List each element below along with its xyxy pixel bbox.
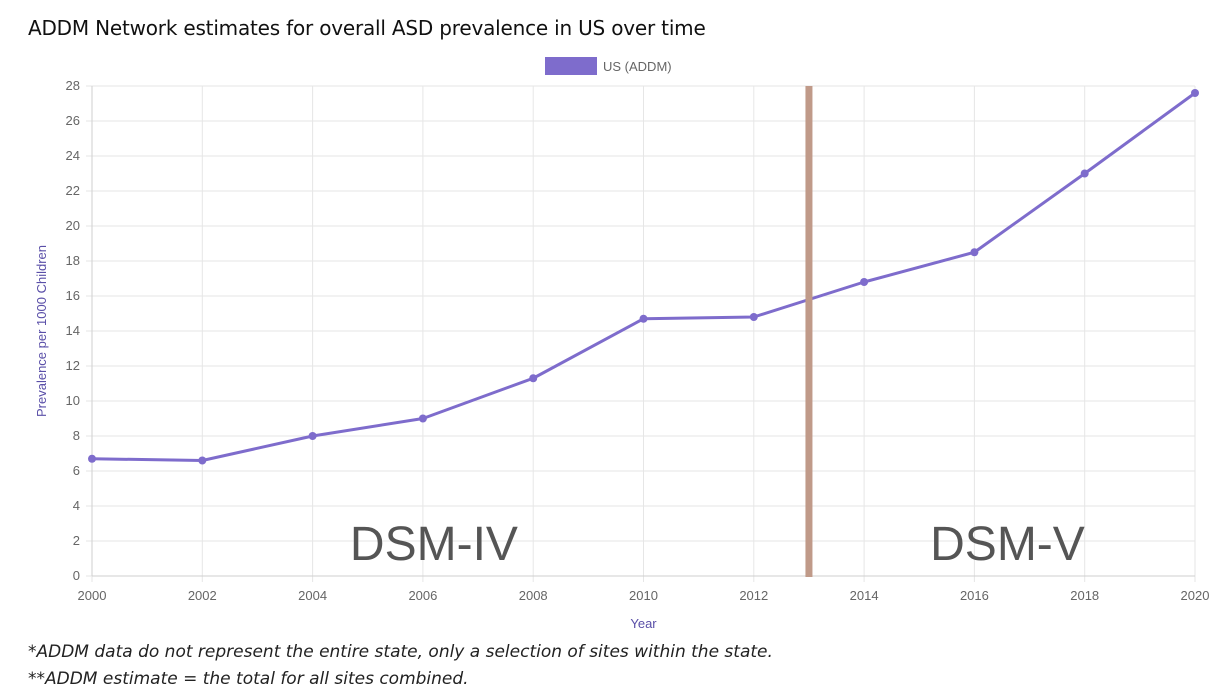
legend-label[interactable]: US (ADDM) (603, 59, 672, 74)
y-tick-label: 6 (73, 463, 80, 478)
grid-lines (86, 85, 1196, 582)
x-tick-label: 2020 (1181, 588, 1210, 603)
x-tick-label: 2002 (188, 588, 217, 603)
data-point[interactable] (88, 454, 96, 463)
data-point[interactable] (749, 313, 758, 321)
annotation-label: DSM-IV (350, 518, 518, 571)
x-tick-label: 2000 (78, 588, 107, 603)
y-tick-label: 14 (66, 323, 80, 338)
x-tick-label: 2004 (298, 588, 327, 603)
data-point[interactable] (1191, 89, 1199, 97)
x-tick-label: 2014 (850, 588, 879, 603)
x-tick-label: 2012 (739, 588, 768, 603)
data-point[interactable] (970, 248, 979, 257)
data-point[interactable] (860, 278, 869, 286)
y-tick-label: 8 (73, 428, 80, 443)
y-tick-label: 24 (66, 148, 80, 163)
data-point[interactable] (418, 414, 427, 423)
data-point[interactable] (1080, 169, 1089, 178)
x-tick-label: 2016 (960, 588, 989, 603)
axes (91, 86, 1195, 577)
y-tick-label: 28 (66, 78, 80, 93)
marker-layer (805, 86, 813, 577)
x-tick-label: 2018 (1070, 588, 1099, 603)
y-tick-label: 20 (66, 218, 80, 233)
dsm-change-marker (805, 86, 813, 577)
y-tick-label: 12 (66, 358, 80, 373)
series-layer (88, 89, 1199, 465)
x-tick-label: 2008 (519, 588, 548, 603)
y-tick-label: 22 (66, 183, 80, 198)
tick-labels: 2000 2002 2004 2006 2008 2010 2012 2014 2016 2018… (66, 78, 1210, 603)
annotation-label: DSM-V (930, 518, 1085, 571)
x-tick-label: 2010 (629, 588, 658, 603)
y-tick-label: 26 (66, 113, 80, 128)
data-point[interactable] (308, 432, 317, 440)
data-point[interactable] (198, 456, 207, 465)
y-tick-label: 0 (73, 568, 80, 583)
axis-labels: Year Prevalence per 1000 Children (34, 245, 657, 631)
x-axis-label: Year (630, 616, 657, 631)
legend-swatch[interactable] (545, 57, 597, 75)
footnote-1: *ADDM data do not represent the entire s… (28, 642, 773, 662)
data-point[interactable] (639, 314, 648, 323)
y-tick-label: 16 (66, 288, 80, 303)
line-chart: 2000 2002 2004 2006 2008 2010 2012 2014 2016 2018… (34, 57, 1210, 631)
footnote-2: **ADDM estimate = the total for all site… (28, 669, 469, 689)
y-tick-label: 4 (73, 498, 80, 513)
x-tick-label: 2006 (408, 588, 437, 603)
data-point[interactable] (529, 374, 538, 383)
annotations: DSM-IV DSM-V (350, 518, 1085, 571)
legend[interactable]: US (ADDM) (545, 57, 672, 75)
y-axis-label: Prevalence per 1000 Children (34, 245, 49, 417)
y-tick-label: 2 (73, 533, 80, 548)
y-tick-label: 18 (66, 253, 80, 268)
y-tick-label: 10 (66, 393, 80, 408)
chart-title: ADDM Network estimates for overall ASD p… (28, 16, 706, 40)
